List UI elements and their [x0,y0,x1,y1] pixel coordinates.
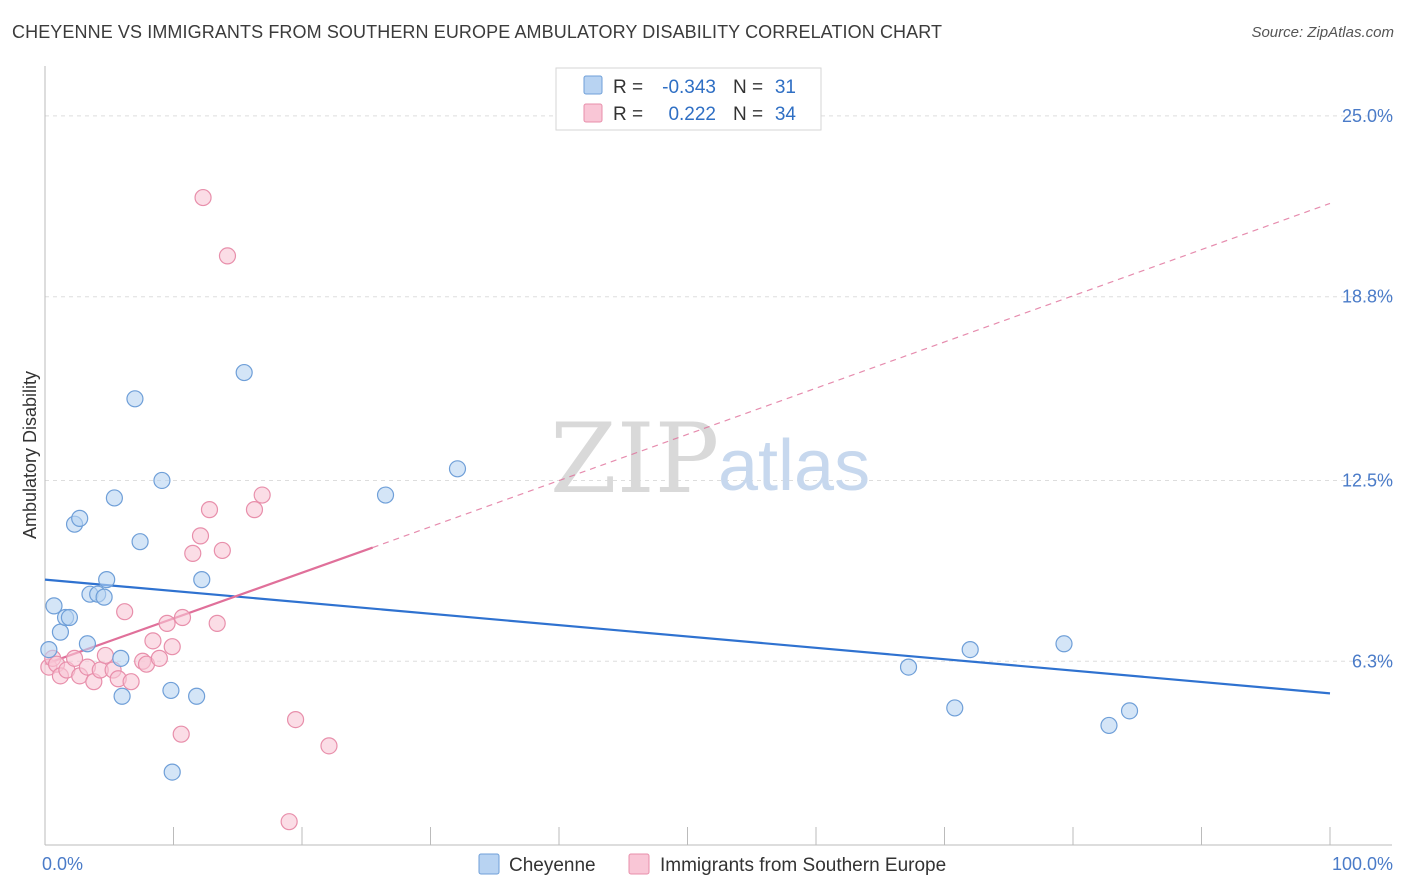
watermark: ZIP atlas [550,403,870,515]
legend-top: R = -0.343 N = 31 R = 0.222 N = 34 [555,67,822,131]
legend-r-label: R = [613,104,643,125]
trend-line-cheyenne [44,578,1331,695]
legend-bottom: Cheyenne Immigrants from Southern Europe [478,853,946,876]
point-immigrants [245,501,264,519]
point-cheyenne [1120,702,1139,720]
point-cheyenne [448,460,467,478]
point-immigrants [253,486,271,504]
legend-n-label: N = [733,104,763,125]
point-immigrants [122,673,140,691]
point-cheyenne [235,363,253,382]
legend-r-value: -0.343 [662,77,716,98]
y-tick-label: 25.0% [1342,106,1393,126]
legend-swatch-cheyenne [583,75,603,95]
point-cheyenne [899,658,918,676]
point-immigrants [173,608,192,627]
point-cheyenne [112,649,130,667]
legend-n-label: N = [733,77,763,98]
legend-r-label: R = [613,77,643,98]
point-cheyenne [376,486,395,504]
point-immigrants [208,614,226,632]
point-cheyenne [163,763,181,781]
point-immigrants [96,646,114,665]
point-cheyenne [1055,635,1073,653]
point-cheyenne [946,699,964,717]
point-cheyenne [51,623,70,641]
point-immigrants [218,247,237,265]
point-cheyenne [40,641,58,659]
bottom-legend-swatch-cheyenne [478,853,500,875]
point-immigrants [194,188,212,207]
point-immigrants [286,710,305,729]
point-immigrants [158,614,176,632]
y-tick-label: 18.8% [1342,287,1393,307]
bottom-legend-swatch-immigrants [628,853,650,875]
point-immigrants [320,737,338,755]
point-cheyenne [131,533,149,551]
point-cheyenne [60,608,79,627]
point-cheyenne [193,571,211,589]
chart-source: Source: ZipAtlas.com [1251,24,1394,41]
trend-line-immigrants-extension [372,202,1331,549]
point-immigrants [213,541,231,560]
point-immigrants [191,527,210,545]
point-cheyenne [78,635,97,653]
y-tick-label: 6.3% [1352,651,1393,671]
point-cheyenne [188,687,206,705]
x-tick-labels: 0.0% 100.0% [42,854,1393,874]
trend-lines [44,202,1331,695]
bottom-legend-cheyenne: Cheyenne [509,855,596,876]
point-immigrants [200,501,219,519]
point-cheyenne [1100,716,1118,735]
point-cheyenne [45,597,63,615]
legend-n-value: 34 [775,104,797,125]
point-immigrants [144,632,162,650]
point-cheyenne [98,571,116,589]
point-cheyenne [153,471,171,490]
point-immigrants [163,638,181,656]
watermark-zip: ZIP [550,403,719,515]
point-cheyenne [126,390,144,408]
point-cheyenne [95,588,113,606]
gridlines [45,115,1392,662]
legend-swatch-immigrants [583,103,603,123]
y-axis-label: Ambulatory Disability [20,371,40,539]
axes [44,66,1392,846]
chart-title: CHEYENNE VS IMMIGRANTS FROM SOUTHERN EUR… [12,22,943,42]
point-immigrants [280,813,298,831]
point-immigrants [65,649,84,667]
point-cheyenne [105,489,123,507]
legend-r-value: 0.222 [668,104,716,125]
point-cheyenne [162,681,180,700]
watermark-atlas: atlas [718,426,870,506]
point-cheyenne [71,509,89,527]
legend-n-value: 31 [775,77,796,98]
trend-line-immigrants [44,546,374,666]
point-immigrants [184,544,202,562]
x-tick-label: 0.0% [42,854,83,874]
point-immigrants [116,603,134,621]
point-immigrants [172,725,190,743]
point-cheyenne [961,641,979,659]
point-immigrants [150,649,168,667]
point-cheyenne [113,687,131,705]
x-tick-label: 100.0% [1332,854,1393,874]
data-points [40,188,1139,831]
bottom-legend-immigrants: Immigrants from Southern Europe [660,855,946,876]
y-tick-labels: 6.3% 12.5% 18.8% 25.0% [1342,106,1393,671]
y-tick-label: 12.5% [1342,470,1393,490]
